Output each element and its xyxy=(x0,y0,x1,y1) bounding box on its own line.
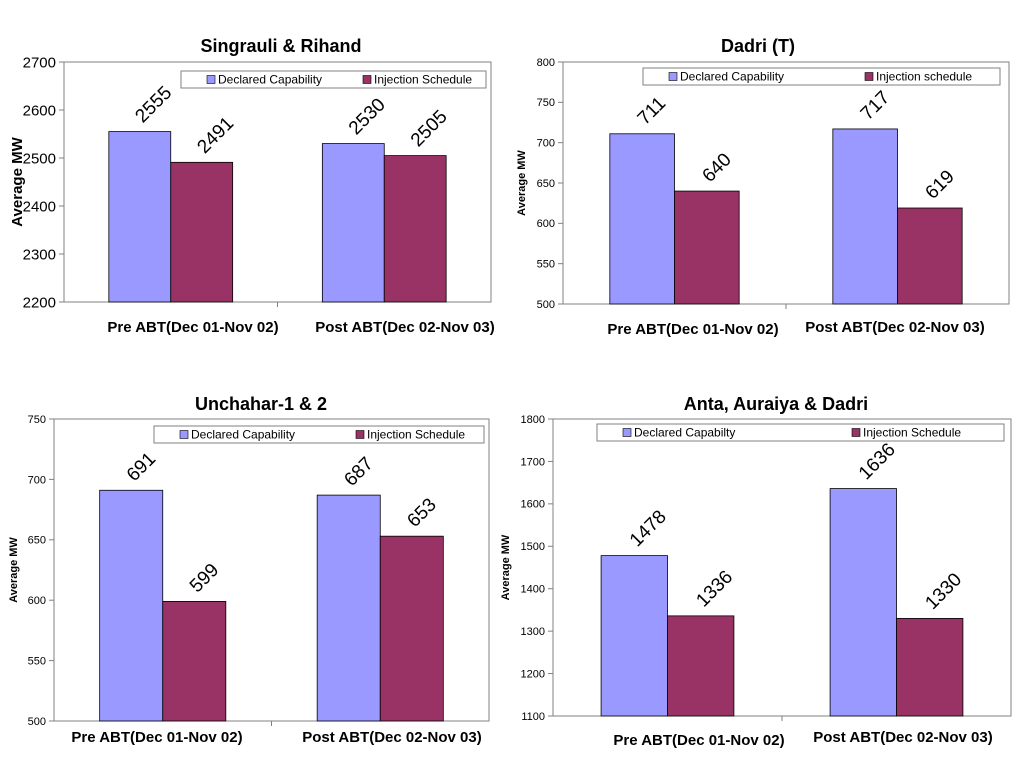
legend-swatch xyxy=(864,72,874,81)
x-category-label: Post ABT(Dec 02-Nov 03) xyxy=(805,319,985,336)
bar xyxy=(600,555,668,717)
bar xyxy=(316,494,381,722)
y-tick-label: 650 xyxy=(28,535,46,547)
bar xyxy=(832,128,898,305)
y-tick-label: 750 xyxy=(28,414,46,426)
legend-entry: Declared Capability xyxy=(191,428,295,442)
legend: Declared Capability Injection Schedule xyxy=(180,70,487,89)
bar xyxy=(170,161,234,303)
y-axis-label: Average MW xyxy=(8,537,20,603)
y-tick-label: 650 xyxy=(537,178,555,190)
chart-panel-1: Singrauli & Rihand 2200 2300 2400 2500 2600 27… xyxy=(9,36,495,336)
legend-swatch xyxy=(355,430,365,439)
y-tick-label: 2500 xyxy=(23,150,56,167)
legend-entry: Injection schedule xyxy=(876,70,972,84)
y-tick-label: 1500 xyxy=(521,541,545,553)
bar xyxy=(379,535,444,722)
bar xyxy=(108,131,172,303)
x-category-label: Pre ABT(Dec 01-Nov 02) xyxy=(607,321,778,338)
y-axis-label: Average MW xyxy=(500,534,512,600)
x-category-label: Pre ABT(Dec 01-Nov 02) xyxy=(71,729,242,746)
y-tick-label: 2200 xyxy=(23,294,56,311)
y-tick-label: 2600 xyxy=(23,102,56,119)
x-category-label: Post ABT(Dec 02-Nov 03) xyxy=(302,729,482,746)
bar xyxy=(829,488,897,717)
chart-title: Singrauli & Rihand xyxy=(200,36,361,56)
legend-box xyxy=(642,67,1001,86)
y-tick-label: 1200 xyxy=(521,668,545,680)
chart-title: Unchahar-1 & 2 xyxy=(195,394,327,414)
y-tick-label: 2400 xyxy=(23,198,56,215)
bar xyxy=(897,207,963,305)
y-tick-label: 700 xyxy=(28,474,46,486)
legend-box xyxy=(153,425,485,444)
y-tick-label: 1700 xyxy=(521,456,545,468)
x-category-label: Post ABT(Dec 02-Nov 03) xyxy=(813,729,993,746)
chart-panel-4: Anta, Auraiya & Dadri 1100 1200 1300 1400 150… xyxy=(500,394,1012,749)
legend-box xyxy=(180,70,487,89)
chart-title: Dadri (T) xyxy=(721,36,795,56)
y-tick-label: 700 xyxy=(537,138,555,150)
legend-entry: Declared Capability xyxy=(218,73,322,87)
bar xyxy=(674,190,740,305)
legend-swatch xyxy=(851,428,861,437)
bar xyxy=(162,601,227,722)
bar xyxy=(99,489,164,722)
bar xyxy=(321,143,385,303)
y-tick-label: 2300 xyxy=(23,246,56,263)
legend-swatch xyxy=(179,430,189,439)
y-tick-label: 1800 xyxy=(521,414,545,426)
legend: Declared Capability Injection Schedule xyxy=(153,425,485,444)
legend-entry: Injection Schedule xyxy=(374,73,472,87)
legend-swatch xyxy=(206,75,216,84)
legend-swatch xyxy=(668,72,678,81)
y-tick-label: 1400 xyxy=(521,584,545,596)
legend-entry: Declared Capability xyxy=(680,70,784,84)
legend-entry: Injection Schedule xyxy=(863,426,961,440)
y-tick-label: 500 xyxy=(28,716,46,728)
legend-entry: Declared Capabilty xyxy=(634,426,735,440)
x-category-label: Post ABT(Dec 02-Nov 03) xyxy=(315,319,495,336)
y-tick-label: 800 xyxy=(537,57,555,69)
y-tick-label: 1300 xyxy=(521,626,545,638)
chart-title: Anta, Auraiya & Dadri xyxy=(684,394,868,414)
y-axis-label: Average MW xyxy=(516,150,528,216)
legend-swatch xyxy=(622,428,632,437)
legend: Declared Capabilty Injection Schedule xyxy=(596,423,1005,442)
bar xyxy=(896,618,964,717)
y-tick-label: 500 xyxy=(537,299,555,311)
y-tick-label: 550 xyxy=(28,655,46,667)
chart-panel-2: Dadri (T) 500 550 600 650 700 750 800 Average MW… xyxy=(516,36,1010,338)
y-tick-label: 1100 xyxy=(521,711,545,723)
legend-box xyxy=(596,423,1005,442)
y-tick-label: 750 xyxy=(537,97,555,109)
y-axis-label: Average MW xyxy=(9,136,26,226)
y-tick-label: 1600 xyxy=(521,499,545,511)
chart-panel-3: Unchahar-1 & 2 500 550 600 650 700 750 Average … xyxy=(8,394,490,746)
bar xyxy=(609,133,675,305)
y-tick-label: 600 xyxy=(537,218,555,230)
y-tick-label: 2700 xyxy=(23,54,56,71)
bar xyxy=(383,155,447,303)
y-tick-label: 550 xyxy=(537,259,555,271)
y-tick-label: 600 xyxy=(28,595,46,607)
x-category-label: Pre ABT(Dec 01-Nov 02) xyxy=(107,319,278,336)
x-category-label: Pre ABT(Dec 01-Nov 02) xyxy=(613,732,784,749)
bar xyxy=(667,615,735,717)
legend-swatch xyxy=(362,75,372,84)
legend: Declared Capability Injection schedule xyxy=(642,67,1001,86)
legend-entry: Injection Schedule xyxy=(367,428,465,442)
